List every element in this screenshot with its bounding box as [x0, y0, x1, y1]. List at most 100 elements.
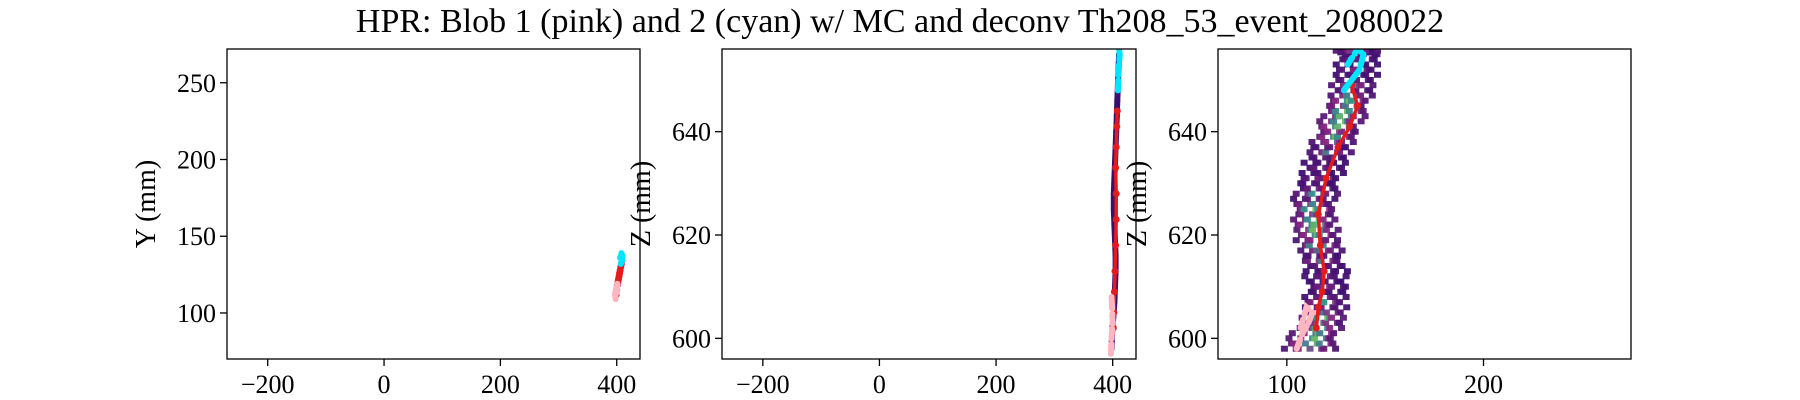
heatmap-cell: [1328, 314, 1336, 321]
heatmap-cell: [1334, 123, 1341, 130]
x-tick-label: 400: [1093, 370, 1132, 399]
heatmap-cell: [1331, 216, 1339, 223]
heatmap-cell: [1292, 190, 1300, 197]
x-tick-label: −200: [736, 370, 790, 399]
blob2-point: [1354, 49, 1361, 52]
heatmap-cell: [1324, 201, 1332, 207]
blob1-point: [1108, 335, 1115, 342]
heatmap-cell: [1367, 66, 1375, 73]
heatmap-cell: [1316, 330, 1324, 337]
chart-panel-yz: 100 200 600 620 640 Z (mm): [1122, 48, 1632, 399]
heatmap-cell: [1352, 87, 1360, 94]
heatmap-cell: [1312, 144, 1320, 151]
blob2-point: [1116, 61, 1123, 68]
heatmap-cell: [1368, 92, 1376, 99]
blob1-point: [613, 290, 620, 296]
heatmap-cell: [1343, 304, 1351, 311]
blob2-point: [1340, 87, 1347, 94]
panels-group: −200 0 200 400 100 150 200 250 Y (mm) −200 0 200 400…: [131, 48, 1632, 399]
heatmap-cell: [1298, 170, 1306, 176]
heatmap-cell: [1362, 61, 1370, 68]
blob1-point: [614, 280, 621, 287]
heatmap-cell: [1322, 190, 1330, 197]
heatmap-cell: [1320, 345, 1328, 352]
heatmap-cell: [1322, 139, 1330, 145]
heatmap-cell: [1341, 144, 1349, 151]
heatmap-cell: [1300, 159, 1308, 166]
y-tick-label: 600: [1168, 324, 1207, 353]
heatmap-cell: [1307, 278, 1315, 285]
heatmap-cell: [1293, 226, 1301, 233]
heatmap-cell: [1311, 335, 1319, 342]
heatmap-cell: [1330, 118, 1338, 125]
heatmap-cell: [1362, 49, 1370, 54]
heatmap-cell: [1329, 340, 1337, 347]
blob2-point: [1116, 51, 1123, 58]
mc_track-point: [1110, 288, 1118, 296]
heatmap-cell: [1306, 345, 1314, 352]
heatmap-cell: [1334, 252, 1341, 259]
x-tick-label: 200: [481, 370, 520, 399]
y-tick-label: 640: [672, 118, 711, 147]
heatmap-cell: [1320, 299, 1328, 306]
heatmap-cell: [1309, 288, 1317, 295]
heatmap-cell: [1341, 56, 1349, 63]
heatmap-cell: [1345, 118, 1353, 125]
heatmap-cell: [1315, 340, 1323, 347]
heatmap-cell: [1359, 108, 1367, 114]
heatmap-cell: [1303, 195, 1311, 202]
axes-frame: [721, 48, 1137, 360]
heatmap-cell: [1309, 226, 1317, 233]
heatmap-cell: [1322, 149, 1330, 156]
chart-panel-xy: −200 0 200 400 100 150 200 250 Y (mm): [131, 48, 641, 399]
heatmap-cell: [1306, 237, 1314, 244]
heatmap-cell: [1374, 61, 1381, 68]
x-tick-label: 100: [1267, 370, 1306, 399]
blob2-point: [1360, 51, 1367, 58]
blob2-point: [1114, 87, 1121, 94]
heatmap-cell: [1368, 49, 1376, 56]
heatmap-cell: [1341, 102, 1349, 109]
blob2-point: [1116, 49, 1123, 52]
heatmap-cell: [1343, 268, 1351, 275]
heatmap-cell: [1338, 325, 1345, 331]
heatmap-cell: [1314, 283, 1322, 290]
heatmap-cell: [1345, 108, 1353, 114]
heatmap-cell: [1319, 216, 1327, 223]
x-tick-label: −200: [241, 370, 295, 399]
heatmap-cell: [1330, 273, 1338, 280]
heatmap-cell: [1296, 221, 1304, 228]
mc_track-point: [1112, 143, 1120, 151]
mc_track-point: [1334, 143, 1342, 151]
mc_track-point: [1346, 123, 1354, 130]
mc_track-point: [1112, 216, 1120, 223]
heatmap-cell: [1326, 211, 1334, 218]
heatmap-cell: [1361, 113, 1369, 120]
heatmap-cell: [1300, 206, 1308, 213]
blob2-point: [1356, 66, 1363, 73]
heatmap-cell: [1309, 201, 1317, 207]
heatmap-cell: [1331, 185, 1339, 192]
y-tick-label: 640: [1168, 118, 1207, 147]
heatmap-cell: [1314, 170, 1322, 176]
heatmap-cell: [1311, 263, 1319, 269]
heatmap-cell: [1303, 257, 1311, 264]
y-tick-label: 250: [177, 69, 216, 98]
blob1-point: [1109, 304, 1116, 311]
plot-area: [1280, 49, 1381, 352]
heatmap-cell: [1280, 345, 1288, 352]
mc_track-point: [1322, 174, 1330, 182]
heatmap-cell: [1326, 325, 1334, 331]
heatmap-cell: [1336, 113, 1343, 120]
x-tick-label: 0: [873, 370, 886, 399]
heatmap-cell: [1349, 139, 1357, 145]
heatmap-cell: [1333, 242, 1341, 249]
heatmap-cell: [1290, 216, 1298, 223]
blob1-point: [1303, 304, 1310, 311]
blob1-point: [613, 285, 620, 292]
x-tick-label: 400: [597, 370, 636, 399]
heatmap-cell: [1308, 190, 1316, 197]
heatmap-cell: [1341, 283, 1349, 290]
heatmap-cell: [1310, 164, 1318, 171]
axes-frame: [226, 48, 641, 360]
